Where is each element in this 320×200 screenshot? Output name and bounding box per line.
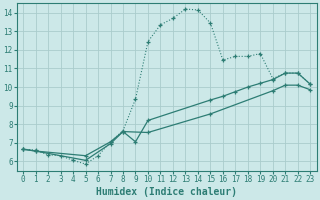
X-axis label: Humidex (Indice chaleur): Humidex (Indice chaleur): [96, 186, 237, 197]
